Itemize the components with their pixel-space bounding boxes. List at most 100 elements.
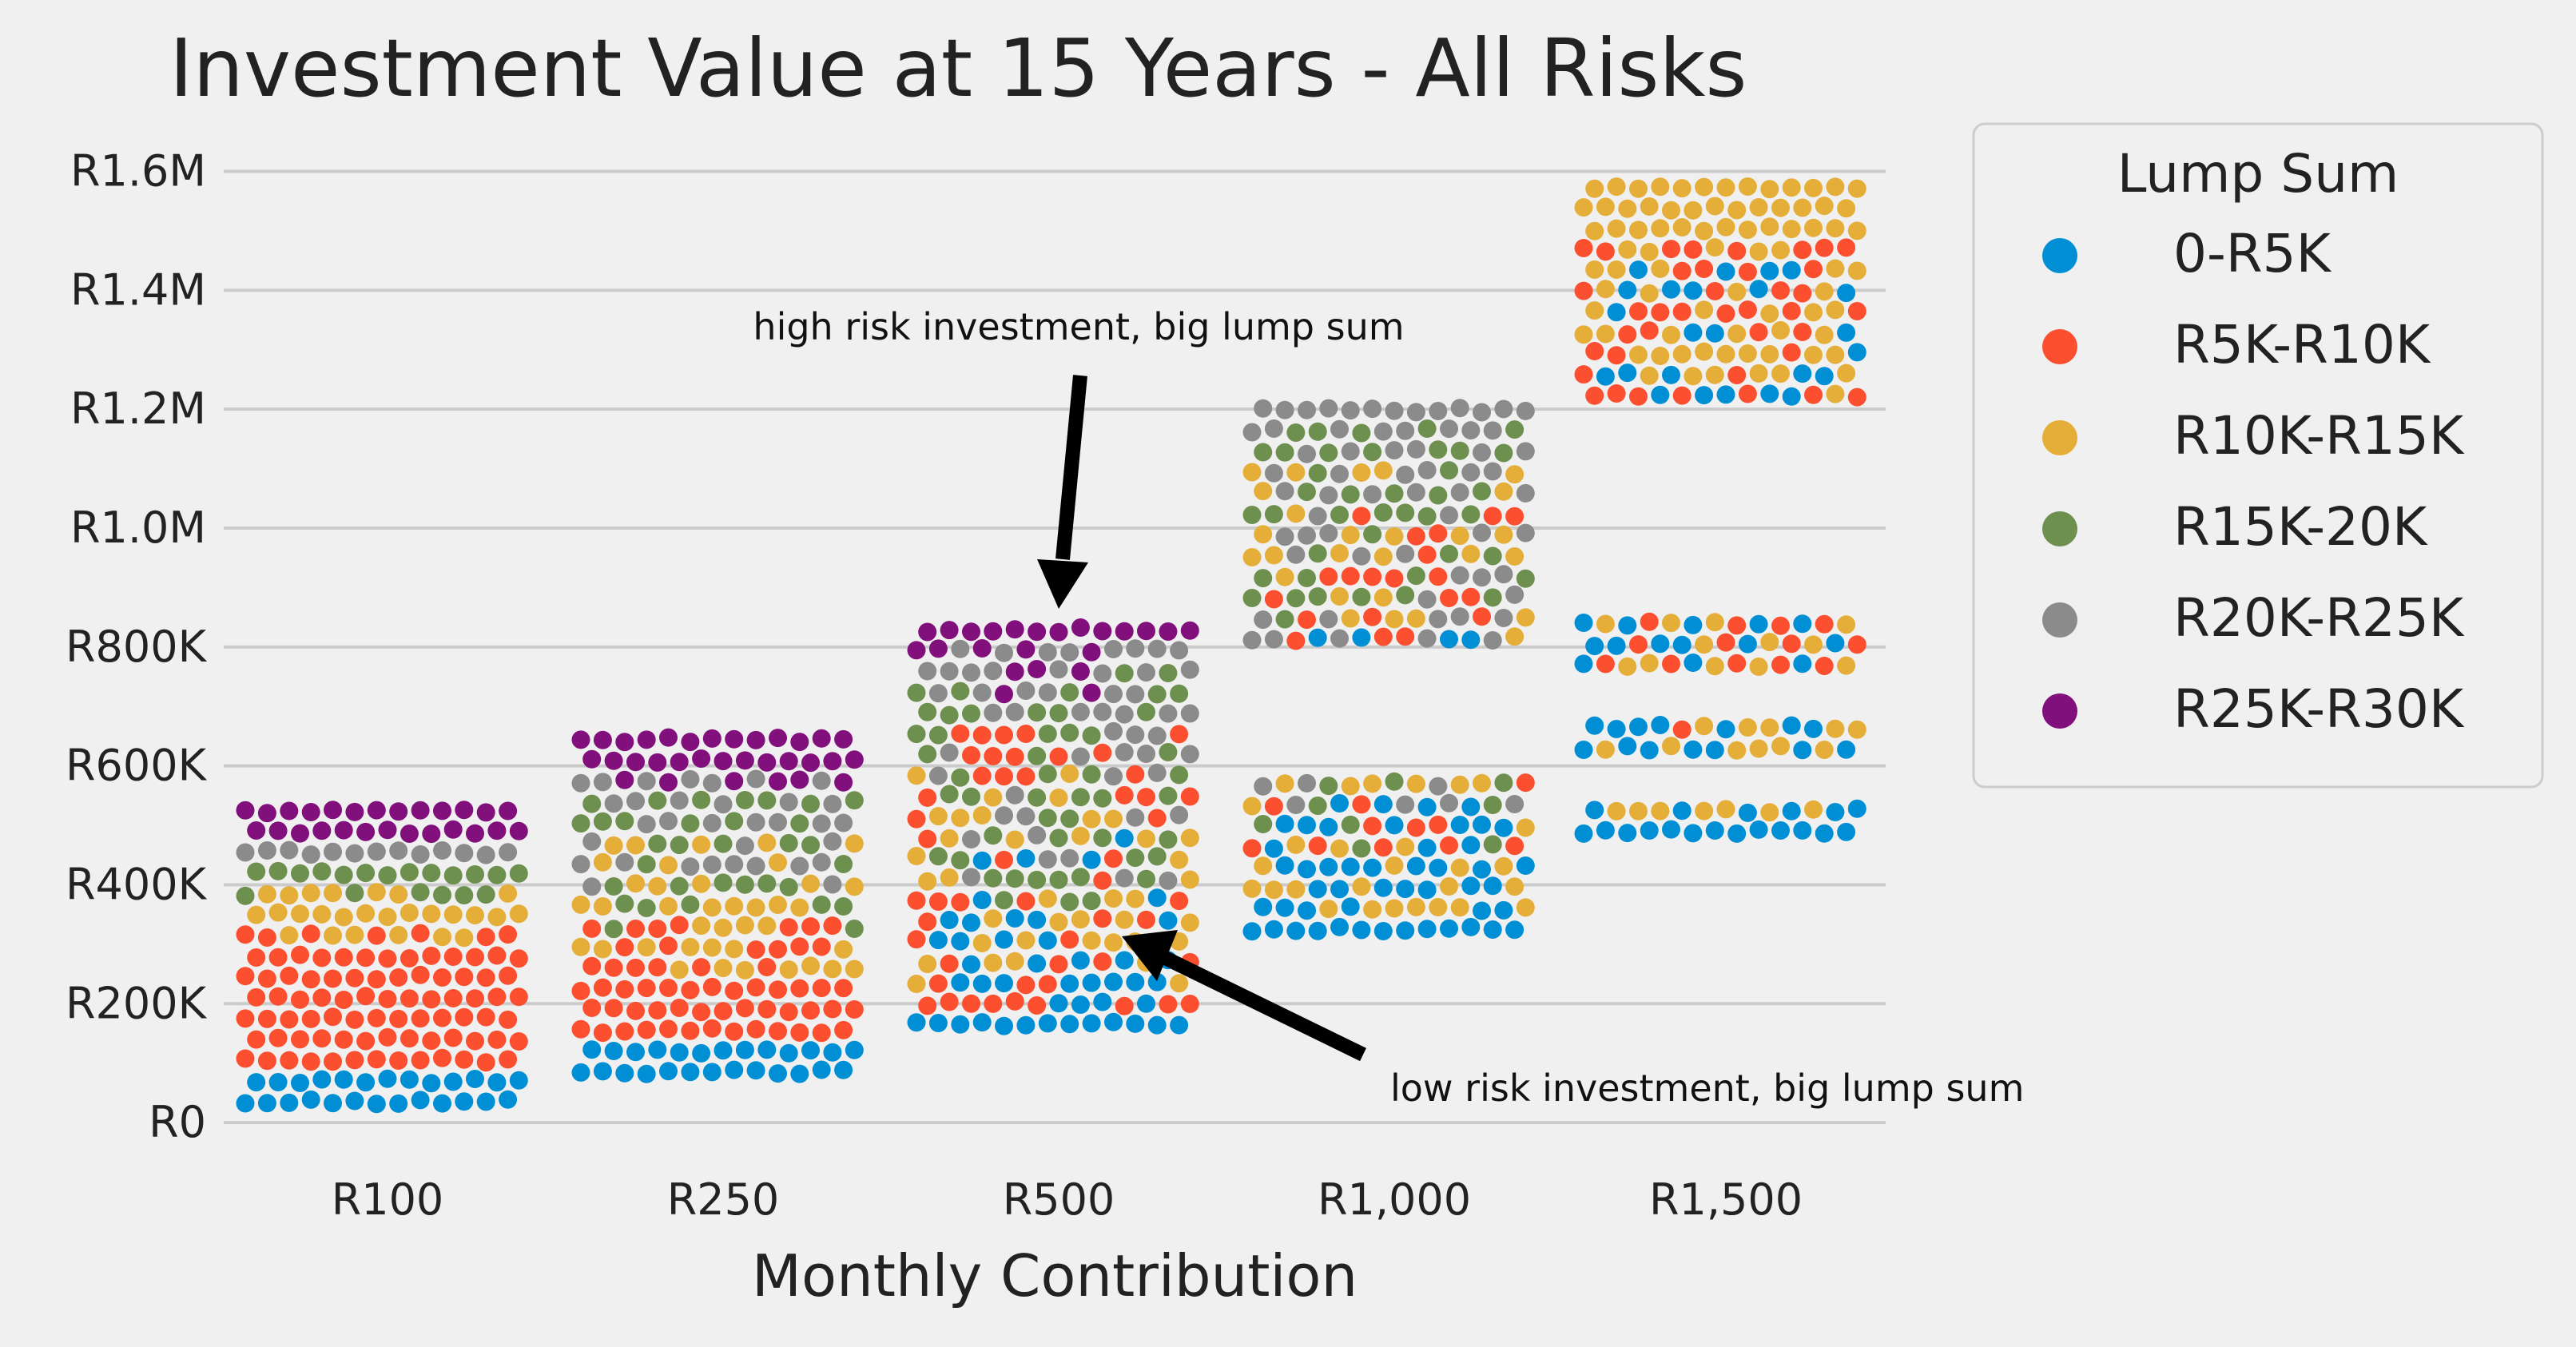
swarm-point: [1159, 664, 1178, 682]
swarm-point: [1049, 870, 1068, 889]
swarm-point: [1159, 995, 1178, 1014]
swarm-point: [411, 965, 430, 984]
swarm-point: [1629, 260, 1648, 280]
swarm-point: [1695, 260, 1714, 278]
swarm-point: [1363, 900, 1382, 919]
swarm-point: [1629, 302, 1648, 321]
swarm-point: [1483, 507, 1502, 526]
swarm-point: [268, 821, 288, 840]
swarm-point: [1275, 814, 1294, 833]
swarm-point: [487, 1030, 507, 1049]
swarm-point: [367, 801, 386, 820]
swarm-point: [1330, 544, 1349, 562]
swarm-point: [735, 875, 754, 894]
swarm-point: [1574, 325, 1593, 344]
annotation-arrow-shaft: [1055, 375, 1087, 560]
swarm-point: [702, 898, 722, 917]
swarm-point: [823, 832, 842, 851]
swarm-point: [433, 1094, 451, 1113]
swarm-point: [940, 705, 959, 725]
x-tick-label: R1,000: [1318, 1174, 1471, 1225]
swarm-point: [1596, 242, 1615, 261]
swarm-point: [1319, 567, 1338, 586]
swarm-point: [1450, 607, 1469, 626]
swarm-point: [725, 812, 744, 831]
swarm-point: [951, 973, 970, 992]
swarm-point: [1651, 347, 1670, 365]
swarm-point: [324, 842, 342, 861]
swarm-point: [845, 960, 864, 979]
swarm-point: [1147, 888, 1167, 908]
swarm-point: [1137, 702, 1155, 721]
swarm-point: [1574, 365, 1593, 384]
swarm-point: [1385, 610, 1404, 629]
swarm-point: [1738, 803, 1757, 822]
swarm-point: [1574, 198, 1593, 217]
swarm-point: [422, 990, 441, 1009]
swarm-point: [1170, 684, 1189, 703]
swarm-point: [1242, 630, 1262, 650]
swarm-point: [1429, 524, 1448, 543]
swarm-point: [236, 1049, 255, 1068]
swarm-point: [995, 725, 1013, 745]
swarm-point: [1662, 614, 1680, 633]
swarm-point: [378, 1027, 397, 1047]
swarm-point: [268, 903, 288, 922]
swarm-point: [1396, 921, 1415, 940]
swarm-point: [1417, 590, 1437, 609]
swarm-point: [1082, 765, 1101, 784]
swarm-point: [823, 1043, 842, 1062]
legend-marker: [2042, 511, 2077, 546]
swarm-point: [984, 788, 1003, 807]
swarm-point: [312, 1029, 332, 1048]
swarm-point: [1115, 743, 1134, 761]
swarm-point: [1038, 725, 1057, 743]
swarm-point: [812, 1060, 831, 1079]
swarm-point: [790, 898, 809, 917]
swarm-point: [615, 1063, 634, 1083]
swarm-point: [509, 1032, 528, 1051]
swarm-point: [757, 791, 777, 810]
swarm-point: [257, 1009, 276, 1028]
swarm-point: [1406, 818, 1425, 837]
swarm-point: [1705, 741, 1724, 760]
swarm-point: [422, 864, 441, 883]
swarm-point: [940, 954, 959, 973]
swarm-point: [1060, 1015, 1079, 1034]
swarm-point: [1847, 261, 1866, 280]
swarm-point: [1516, 442, 1535, 461]
swarm-point: [714, 752, 733, 771]
swarm-point: [1494, 443, 1513, 463]
swarm-point: [389, 841, 408, 860]
swarm-point: [247, 862, 266, 881]
swarm-point: [823, 752, 842, 771]
swarm-point: [1727, 616, 1747, 635]
swarm-point: [746, 1061, 765, 1080]
swarm-point: [918, 662, 937, 681]
swarm-point: [1516, 523, 1535, 542]
swarm-point: [1286, 589, 1306, 608]
swarm-point: [1440, 793, 1458, 813]
swarm-point: [735, 836, 754, 856]
swarm-point: [1505, 465, 1525, 484]
swarm-point: [1440, 544, 1458, 563]
swarm-point: [659, 1019, 678, 1039]
swarm-point: [907, 725, 926, 744]
swarm-point: [702, 977, 722, 996]
annotation-low-risk: low risk investment, big lump sum: [1390, 1067, 2024, 1110]
swarm-point: [1060, 809, 1079, 828]
swarm-point: [918, 788, 937, 807]
swarm-point: [834, 1020, 853, 1039]
swarm-point: [1749, 323, 1768, 342]
swarm-point: [1264, 463, 1283, 483]
swarm-point: [411, 1091, 430, 1110]
swarm-point: [312, 1070, 332, 1089]
swarm-point: [1071, 747, 1090, 766]
swarm-point: [769, 940, 787, 959]
swarm-point: [637, 772, 656, 791]
swarm-point: [345, 968, 364, 987]
swarm-point: [940, 743, 959, 762]
swarm-point: [487, 946, 507, 965]
swarm-point: [659, 728, 678, 747]
swarm-point: [1115, 910, 1134, 929]
